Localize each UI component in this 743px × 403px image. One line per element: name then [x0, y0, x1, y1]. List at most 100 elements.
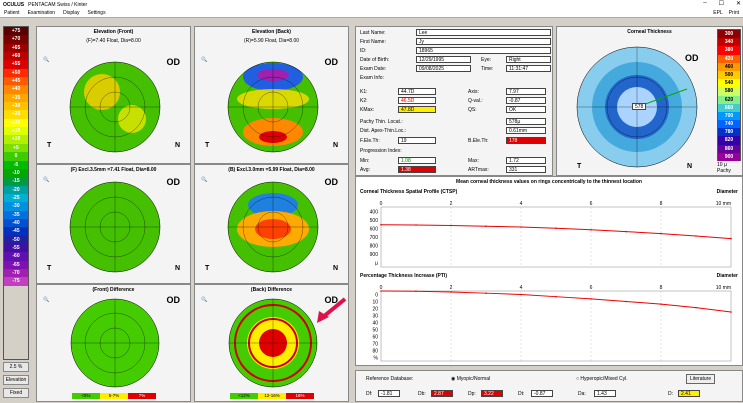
- menu-examination[interactable]: Examination: [27, 10, 56, 16]
- scale-cell: -55: [4, 243, 28, 253]
- scale-cell: -65: [4, 260, 28, 269]
- temporal-label: T: [47, 265, 52, 272]
- zoom-icon[interactable]: 🔍: [43, 177, 50, 183]
- panel-title: Elevation (Back): [252, 29, 291, 35]
- reference-database-panel: Reference Database: ◉ Myopic/Normal ○ Hy…: [355, 370, 743, 402]
- thickness-scale-cell: 420: [718, 54, 740, 63]
- zoom-icon[interactable]: 🔍: [43, 297, 50, 303]
- nasal-label: N: [174, 265, 180, 272]
- temporal-label: T: [205, 142, 210, 149]
- panel-title: Elevation (Front): [93, 29, 134, 35]
- menu-print[interactable]: Print: [728, 10, 739, 16]
- thickness-scale-cell: 660: [718, 103, 740, 112]
- pti-title: Percentage Thickness Increase (PTI): [360, 273, 447, 279]
- close-button[interactable]: ✕: [735, 1, 741, 7]
- data-point: [625, 230, 627, 233]
- id-field[interactable]: 18965: [416, 47, 551, 54]
- d-label: D:: [668, 391, 673, 397]
- ctsp-diameter-label: Diameter: [716, 189, 738, 195]
- corneal-thickness-panel[interactable]: Corneal Thickness OD T N 578 300 340 380 42…: [556, 26, 743, 176]
- art-field: 331: [506, 166, 546, 173]
- first-name-field[interactable]: Jy: [416, 38, 551, 45]
- zoom-icon[interactable]: 🔍: [43, 57, 50, 63]
- menu-display[interactable]: Display: [63, 10, 80, 16]
- axis-field: 7.97: [506, 88, 546, 95]
- thickness-step: 10 µ: [717, 162, 727, 168]
- scale-cell: +65: [4, 43, 28, 53]
- thickness-scale-cell: 700: [718, 111, 740, 121]
- exam-info-label: Exam Info:: [360, 75, 384, 81]
- time-field[interactable]: 11:31:47: [506, 65, 551, 72]
- x-tick-label: 8: [660, 201, 663, 207]
- menu-settings[interactable]: Settings: [87, 10, 106, 16]
- panel-title: (B) Excl.3.0mm =5.99 Float, Dia=8.00: [228, 167, 315, 173]
- kmax-field: 47.8D: [398, 106, 436, 113]
- pachy-label: Pachy Thin. Locat.:: [360, 119, 403, 125]
- front-excl-panel[interactable]: (F) Excl.3.5mm =7.41 Float, Dia=8.00 OD …: [36, 164, 191, 284]
- k2-label: K2:: [360, 98, 368, 104]
- y-tick-label: 500: [370, 218, 379, 224]
- pti-diameter-label: Diameter: [716, 273, 738, 279]
- back-difference-panel[interactable]: (Back) Difference OD 🔍 <12% 12-16% 16%: [194, 284, 349, 402]
- myopic-label: Myopic/Normal: [456, 376, 491, 382]
- menu-patient[interactable]: Patient: [4, 10, 20, 16]
- temporal-label: T: [47, 142, 52, 149]
- scale-cell: +70: [4, 35, 28, 44]
- pachy-tab[interactable]: Pachy: [717, 168, 731, 174]
- data-point: [660, 232, 662, 235]
- last-name-label: Last Name:: [360, 30, 386, 36]
- zoom-icon[interactable]: 🔍: [201, 177, 208, 183]
- literature-button[interactable]: Literature: [686, 374, 716, 384]
- maximize-button[interactable]: ☐: [718, 1, 724, 7]
- thickness-center-value: 578: [632, 103, 646, 110]
- back-elevation-panel[interactable]: Elevation (Back) (R)=5.90 Float, Dia=8.0…: [194, 26, 349, 164]
- qs-field: OK: [506, 106, 546, 113]
- menu-epl[interactable]: EPL: [713, 10, 723, 16]
- fele-field: 19: [398, 137, 436, 144]
- df-field: -1.81: [378, 390, 400, 397]
- scale-cell: +50: [4, 68, 28, 78]
- db-label: Db:: [418, 391, 426, 397]
- scale-fixed-button[interactable]: Fixed: [3, 388, 29, 398]
- last-name-field[interactable]: Lee: [416, 29, 551, 36]
- dob-field[interactable]: 12/29/1995: [416, 56, 471, 63]
- y-tick-label: µ: [375, 261, 378, 267]
- hyperopic-radio[interactable]: ○ Hyperopic/Mixed Cyl.: [576, 376, 628, 382]
- scale-step[interactable]: 2.5 %: [3, 362, 29, 372]
- dist-field: 0.61mm: [506, 127, 546, 134]
- front-elevation-panel[interactable]: Elevation (Front) (F)=7.40 Float, Dia=8.…: [36, 26, 191, 164]
- minimize-button[interactable]: –: [703, 0, 707, 6]
- scale-mode-button[interactable]: Elevation: [3, 375, 29, 385]
- eye-field[interactable]: Right: [506, 56, 551, 63]
- data-point: [450, 224, 452, 227]
- db-field: 2.87: [431, 390, 453, 397]
- thickness-scale-cell: 820: [718, 136, 740, 145]
- qval-label: Q-val.:: [468, 98, 483, 104]
- x-tick-label: 0: [380, 285, 383, 291]
- panel-subtitle: (R)=5.90 Float, Dia=8.00: [243, 38, 300, 44]
- myopic-radio[interactable]: ◉ Myopic/Normal: [451, 376, 491, 382]
- pachy-field: 578µ: [506, 118, 546, 125]
- eye-field-label: Eye:: [481, 57, 492, 63]
- zoom-icon[interactable]: 🔍: [201, 297, 208, 303]
- zoom-icon[interactable]: 🔍: [201, 57, 208, 63]
- front-difference-panel[interactable]: (Front) Difference OD 🔍 <5% 5-7% 7%: [36, 284, 191, 402]
- k1-field: 44.7D: [398, 88, 436, 95]
- data-point: [555, 227, 557, 229]
- exam-date-field[interactable]: 09/08/2025: [416, 65, 471, 72]
- avg-label: Avg:: [360, 167, 370, 173]
- x-tick-label: 8: [660, 285, 663, 291]
- exam-date-label: Exam Date:: [360, 66, 387, 72]
- thickness-color-scale[interactable]: 300 340 380 420 460 500 540 580 620 660 700 740 780 8…: [717, 29, 741, 161]
- back-excl-panel[interactable]: (B) Excl.3.0mm =5.99 Float, Dia=8.00 OD …: [194, 164, 349, 284]
- legend-yellow: 5-7%: [100, 393, 128, 399]
- elevation-color-scale[interactable]: +75 +70 +65 +60 +55 +50 +45 +40 +35 +30 +25 +20 +15 +…: [3, 26, 29, 360]
- scale-cell: -15: [4, 177, 28, 186]
- y-tick-label: 40: [372, 321, 378, 327]
- panel-title: (Back) Difference: [250, 287, 293, 293]
- art-label: ARTmax:: [468, 167, 489, 173]
- data-point: [485, 292, 487, 294]
- scale-cell: +35: [4, 93, 28, 103]
- bele-field: 178: [506, 137, 546, 144]
